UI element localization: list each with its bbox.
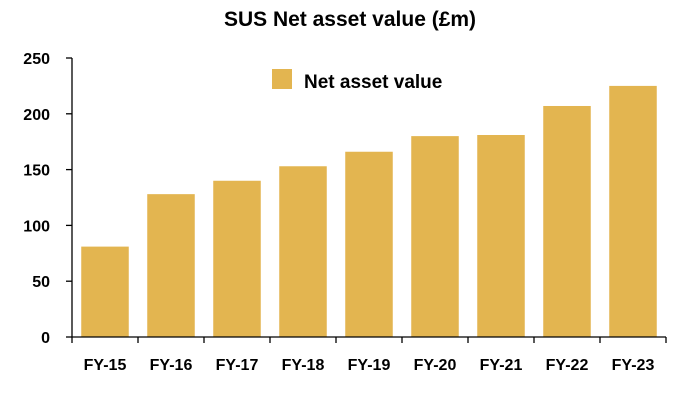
x-tick-label-FY-22: FY-22 [546, 357, 589, 374]
bar-FY-21 [477, 135, 525, 337]
x-tick-label-FY-16: FY-16 [150, 357, 193, 374]
bar-FY-16 [147, 194, 195, 337]
x-tick-label-FY-20: FY-20 [414, 357, 457, 374]
y-tick-label-100: 100 [23, 218, 50, 235]
bar-FY-17 [213, 180, 261, 337]
chart-title: SUS Net asset value (£m) [223, 8, 477, 31]
y-tick-label-250: 250 [23, 51, 50, 68]
bar-FY-19 [345, 151, 393, 337]
x-tick-label-FY-15: FY-15 [84, 357, 127, 374]
legend-swatch [272, 69, 292, 89]
axes-group: 0 50 100 150 200 250 FY-15 FY-16 FY-17 FY-18 FY-19… [23, 51, 667, 374]
x-tick-label-FY-19: FY-19 [348, 357, 391, 374]
bars-group [81, 85, 657, 338]
legend: Net asset value [272, 69, 442, 93]
bar-FY-15 [81, 246, 129, 337]
bar-FY-22 [543, 105, 591, 337]
y-tick-label-0: 0 [41, 330, 50, 347]
x-tick-label-FY-21: FY-21 [480, 357, 523, 374]
bar-FY-23 [609, 85, 657, 338]
legend-label: Net asset value [304, 72, 442, 93]
bar-FY-20 [411, 136, 459, 337]
bar-FY-18 [279, 166, 327, 337]
y-tick-label-50: 50 [32, 274, 50, 291]
y-tick-label-150: 150 [23, 163, 50, 180]
x-tick-label-FY-17: FY-17 [216, 357, 259, 374]
x-tick-label-FY-23: FY-23 [612, 357, 655, 374]
x-tick-label-FY-18: FY-18 [282, 357, 325, 374]
y-tick-label-200: 200 [23, 107, 50, 124]
